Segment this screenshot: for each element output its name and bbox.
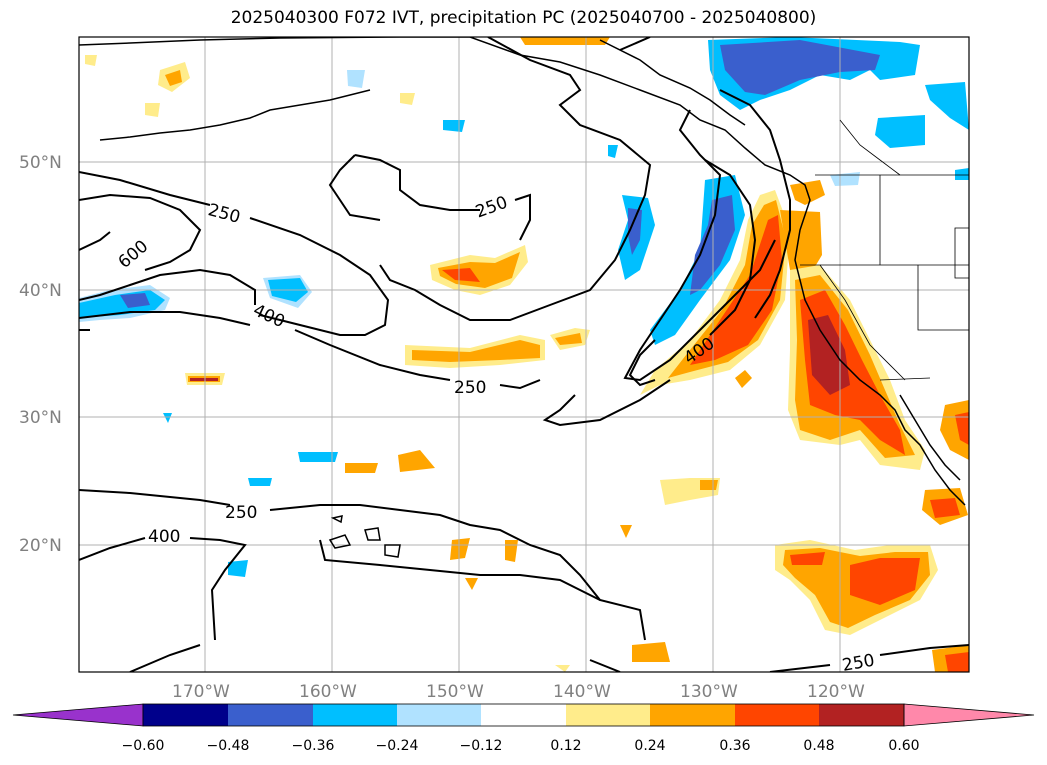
colorbar-bin <box>228 704 313 726</box>
ivt-contours <box>79 37 969 672</box>
lat-label-30: 30°N <box>19 408 62 428</box>
lon-label-170w: 170°W <box>172 682 230 702</box>
colorbar-tick: −0.36 <box>292 738 335 754</box>
colorbar-tick: −0.12 <box>460 738 503 754</box>
lon-label-160w: 160°W <box>299 682 357 702</box>
contour-label: 250 <box>454 378 486 398</box>
colorbar-bin <box>481 704 566 726</box>
lat-label-40: 40°N <box>19 281 62 301</box>
contour-label: 250 <box>473 193 510 223</box>
contour-label: 600 <box>115 236 153 272</box>
borders <box>800 119 969 381</box>
colorbar-tick: 0.60 <box>888 738 919 754</box>
colorbar-extend-high <box>903 703 1035 727</box>
colorbar-bin <box>143 704 228 726</box>
lon-label-130w: 130°W <box>680 682 738 702</box>
colorbar: −0.60 −0.48 −0.36 −0.24 −0.12 0.12 0.24 … <box>12 703 1035 754</box>
lon-label-150w: 150°W <box>426 682 484 702</box>
colorbar-bin <box>735 704 819 726</box>
map-title: 2025040300 F072 IVT, precipitation PC (2… <box>230 8 817 28</box>
colorbar-extend-low <box>12 703 144 727</box>
lon-label-120w: 120°W <box>807 682 865 702</box>
longitude-labels: 170°W 160°W 150°W 140°W 130°W 120°W <box>172 682 865 702</box>
colorbar-tick: −0.48 <box>207 738 250 754</box>
latitude-labels: 50°N 40°N 30°N 20°N <box>19 153 62 556</box>
colorbar-tick: −0.60 <box>122 738 165 754</box>
colorbar-tick: 0.24 <box>634 738 665 754</box>
colorbar-bin <box>397 704 481 726</box>
lon-label-140w: 140°W <box>553 682 611 702</box>
lat-label-20: 20°N <box>19 536 62 556</box>
contour-label: 250 <box>206 200 243 228</box>
gridlines <box>79 37 969 672</box>
contour-label: 400 <box>250 300 288 332</box>
colorbar-tick: 0.36 <box>719 738 750 754</box>
coastlines <box>79 37 966 558</box>
contour-label: 250 <box>225 503 257 523</box>
colorbar-tick: 0.48 <box>803 738 834 754</box>
colorbar-bin <box>313 704 397 726</box>
colorbar-frame <box>142 703 905 727</box>
colorbar-tick: −0.24 <box>376 738 419 754</box>
colorbar-bin <box>819 704 904 726</box>
colorbar-bin <box>566 704 650 726</box>
contour-label: 400 <box>148 527 180 547</box>
colorbar-tick: 0.12 <box>550 738 581 754</box>
colorbar-bin <box>650 704 735 726</box>
lat-label-50: 50°N <box>19 153 62 173</box>
map-frame <box>78 36 970 673</box>
